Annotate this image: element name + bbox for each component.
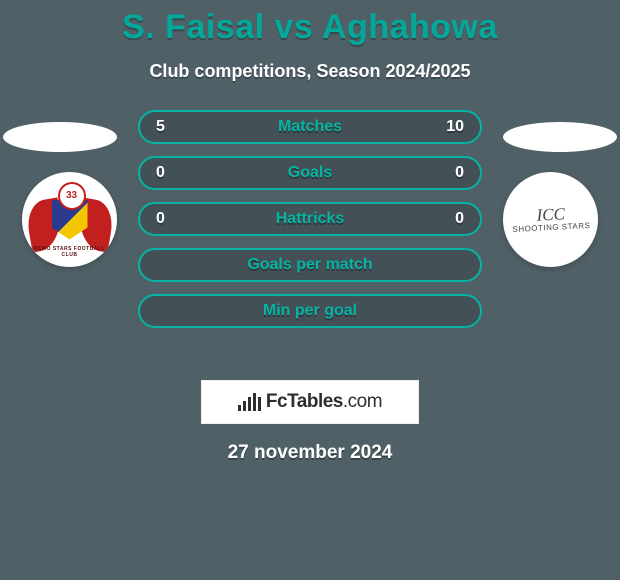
stat-label: Matches xyxy=(186,118,434,136)
crest-arc-text: REMO STARS FOOTBALL CLUB xyxy=(34,246,106,258)
stat-right-value: 0 xyxy=(434,164,464,182)
stat-pill: 0Goals0 xyxy=(138,156,482,190)
page-subtitle: Club competitions, Season 2024/2025 xyxy=(0,61,620,82)
stat-label: Goals per match xyxy=(186,256,434,274)
comparison-area: 33 REMO STARS FOOTBALL CLUB ICC SHOOTING… xyxy=(0,110,620,370)
page-root: S. Faisal vs Aghahowa Club competitions,… xyxy=(0,0,620,580)
bar-chart-icon xyxy=(238,393,261,411)
stat-pill: Min per goal xyxy=(138,294,482,328)
crest-number: 33 xyxy=(58,182,86,210)
logo-domain: .com xyxy=(343,391,382,412)
stat-pill: 0Hattricks0 xyxy=(138,202,482,236)
logo-main: FcTables xyxy=(266,391,343,412)
right-team-badge: ICC SHOOTING STARS xyxy=(503,172,598,267)
stat-left-value: 5 xyxy=(156,118,186,136)
stat-left-value: 0 xyxy=(156,164,186,182)
stat-right-value: 10 xyxy=(434,118,464,136)
logo-bar xyxy=(243,401,246,411)
left-shadow-ellipse xyxy=(3,122,117,152)
shooting-stars-logo-icon: ICC SHOOTING STARS xyxy=(511,205,590,234)
logo-bar xyxy=(248,397,251,411)
logo-bar xyxy=(258,397,261,411)
page-title: S. Faisal vs Aghahowa xyxy=(0,0,620,47)
stat-pill: Goals per match xyxy=(138,248,482,282)
stat-pill-list: 5Matches100Goals00Hattricks0Goals per ma… xyxy=(138,110,482,340)
badge-right-line2: SHOOTING STARS xyxy=(512,222,590,234)
logo-text: FcTables.com xyxy=(266,391,382,413)
remo-stars-crest-icon: 33 REMO STARS FOOTBALL CLUB xyxy=(30,180,110,260)
stat-left-value: 0 xyxy=(156,210,186,228)
stat-right-value: 0 xyxy=(434,210,464,228)
logo-bar xyxy=(238,405,241,411)
footer-date: 27 november 2024 xyxy=(0,442,620,464)
stat-label: Hattricks xyxy=(186,210,434,228)
stat-label: Goals xyxy=(186,164,434,182)
logo-bar xyxy=(253,393,256,411)
right-shadow-ellipse xyxy=(503,122,617,152)
stat-label: Min per goal xyxy=(186,302,434,320)
left-team-badge: 33 REMO STARS FOOTBALL CLUB xyxy=(22,172,117,267)
fctables-logo[interactable]: FcTables.com xyxy=(201,380,419,424)
stat-pill: 5Matches10 xyxy=(138,110,482,144)
